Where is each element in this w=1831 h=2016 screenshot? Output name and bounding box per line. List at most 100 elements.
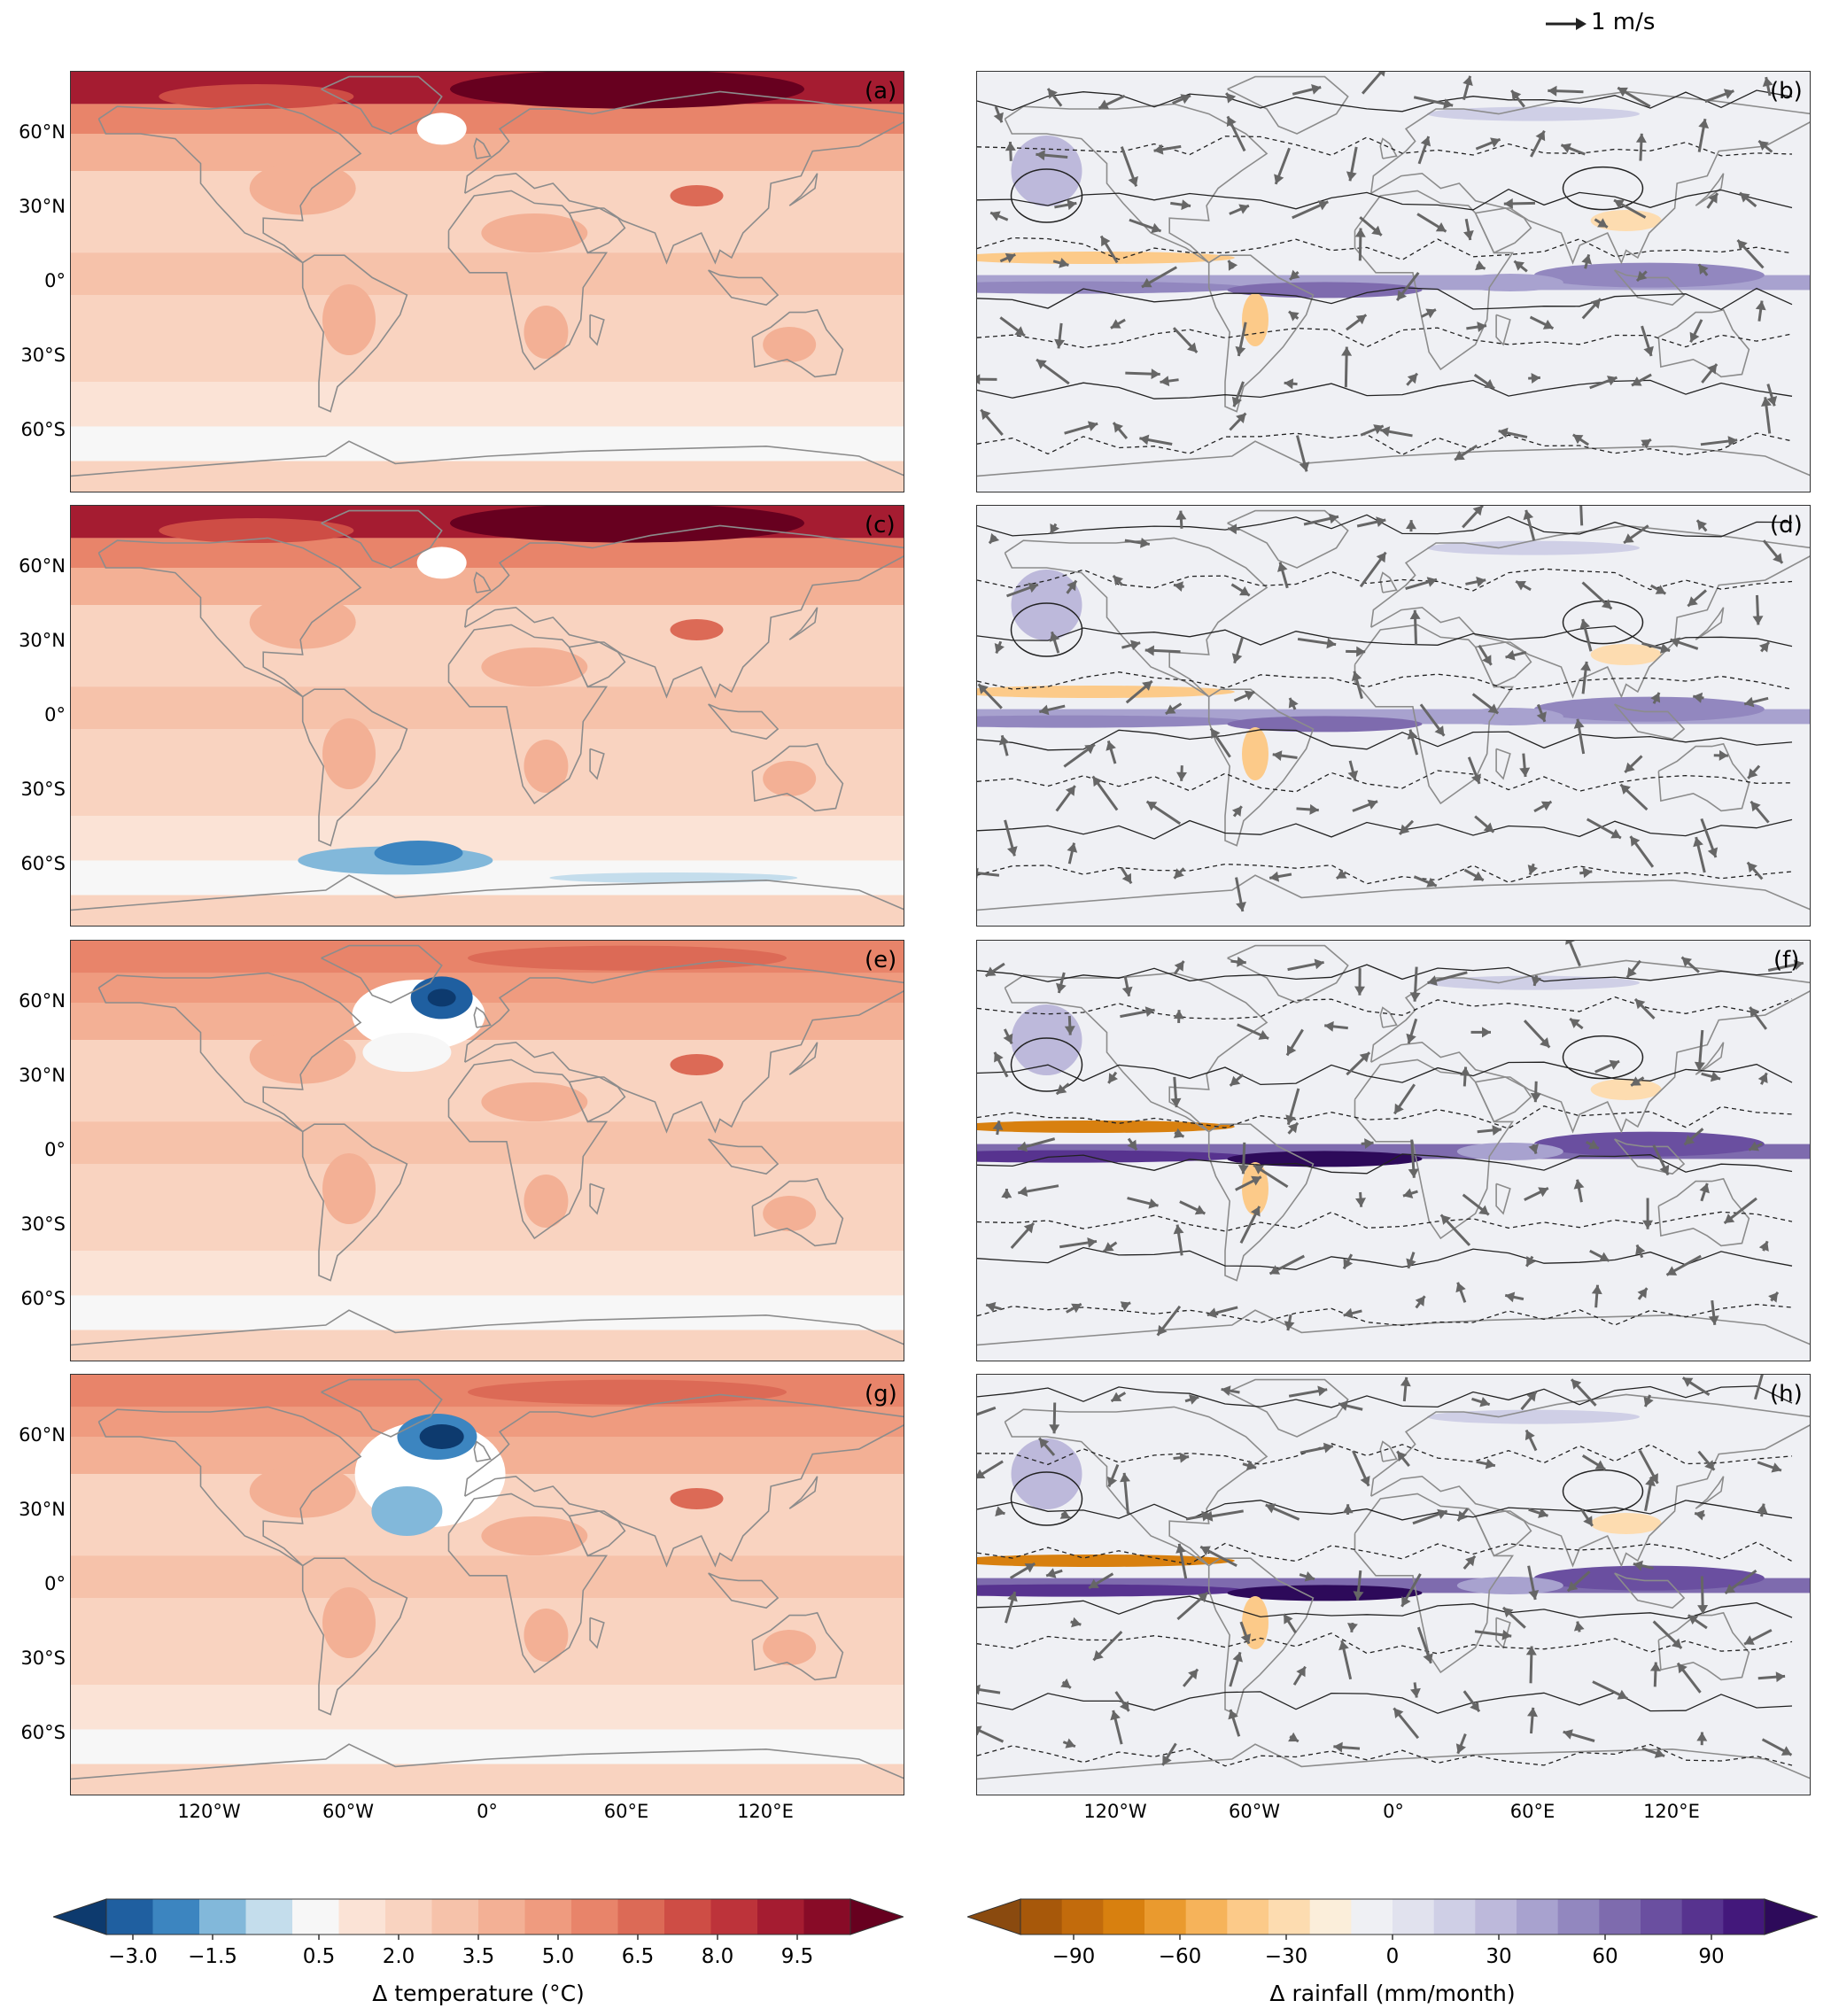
panel-rainfall-b [976, 71, 1811, 492]
wind-vector [1351, 671, 1363, 700]
contour-line [977, 432, 1793, 456]
wind-vector [1092, 1630, 1123, 1662]
contour-line [977, 327, 1793, 349]
panel-label-b: (b) [1770, 78, 1803, 105]
wind-vector [1743, 1628, 1773, 1646]
wind-vector [1269, 871, 1292, 882]
wind-vector [1393, 1707, 1420, 1740]
contour-line [977, 1385, 1793, 1408]
wind-vector [1586, 1139, 1600, 1150]
wind-vector [1144, 645, 1181, 656]
south-america-drying [1242, 293, 1269, 346]
panel-label-e: (e) [865, 947, 897, 973]
wind-vector [1062, 1738, 1076, 1748]
wind-vector [1689, 319, 1703, 343]
contour-line [977, 729, 1793, 751]
wind-vector [1413, 96, 1454, 109]
wind-vector [1439, 1213, 1471, 1246]
itcz-wetting [977, 1584, 1247, 1597]
wind-vector [1758, 641, 1771, 653]
colorbar-rainfall [967, 1898, 1818, 1940]
wind-vector [1361, 1138, 1374, 1149]
wind-vector [1463, 868, 1485, 882]
wind-vector [1474, 815, 1495, 834]
colorbar-tick-label: 0 [1385, 1945, 1400, 1968]
wind-vector [1580, 1508, 1594, 1527]
coastline-africa [1354, 624, 1514, 805]
wind-vector [1227, 260, 1238, 271]
wind-vector [1700, 436, 1738, 446]
wind-vector [1462, 75, 1473, 100]
wind-vector [1706, 192, 1719, 209]
wind-vector [1206, 1306, 1238, 1318]
wind-vector [1697, 1576, 1709, 1615]
wind-vector [1060, 1678, 1072, 1689]
wind-vector [999, 252, 1016, 263]
coastline-africa [447, 1493, 608, 1674]
south-america-drying [1242, 727, 1269, 780]
contour-line [977, 1500, 1793, 1521]
north-pacific-wetting [1011, 136, 1082, 206]
wind-vector [1209, 727, 1231, 758]
colorbar-segment [1185, 1899, 1228, 1935]
wind-vector [1525, 1646, 1537, 1684]
wind-vector [1227, 523, 1240, 535]
coastline-japan [1695, 173, 1725, 206]
atlantic-wetting [1227, 716, 1423, 733]
wind-vector [1393, 1083, 1416, 1115]
coastline-uk [473, 571, 492, 593]
coastline-australia [751, 742, 844, 812]
wind-vector [1282, 1613, 1297, 1634]
wind-vector [1405, 577, 1438, 591]
wind-vector [1623, 524, 1649, 545]
wind-vector [1292, 84, 1322, 96]
wind-vector [1398, 819, 1415, 835]
wind-vector [1739, 191, 1757, 208]
wind-vector [1416, 1626, 1433, 1664]
contour-line [977, 236, 1793, 261]
wind-vector [1701, 363, 1719, 384]
coastline-africa [1354, 190, 1514, 371]
wind-vector [1624, 755, 1643, 774]
colorbar-segment [664, 1899, 711, 1935]
wind-vector [1010, 1221, 1036, 1249]
wind-vector [1695, 519, 1708, 532]
colorbar-segment [617, 1899, 665, 1935]
contour-line [977, 818, 1793, 840]
contour-line [977, 1303, 1793, 1327]
colorbar-segment [1309, 1899, 1352, 1935]
wind-vector [1173, 1224, 1184, 1256]
wind-vector [1581, 254, 1592, 269]
wind-vector [1746, 861, 1764, 880]
wind-vector [1229, 204, 1250, 215]
wind-vector [1747, 764, 1761, 779]
latitude-label: 30°S [20, 345, 66, 366]
wind-vector [1285, 1088, 1300, 1126]
wind-vector [1289, 269, 1300, 281]
tropical-drying [977, 252, 1235, 264]
wind-vector [1701, 1071, 1721, 1082]
wind-vector [1683, 1128, 1704, 1146]
wind-vector [1523, 1020, 1551, 1049]
coastline-north-america [97, 1406, 362, 1567]
contour-loop [1562, 1035, 1644, 1080]
wind-vector [1413, 875, 1438, 888]
tropical-drying [977, 1120, 1235, 1133]
colorbar-tick-label: −1.5 [188, 1945, 237, 1968]
coastline-australia [1657, 1177, 1750, 1247]
canada-warming [159, 84, 354, 109]
colorbar-tick-label: 90 [1698, 1945, 1725, 1968]
contour-line [977, 1246, 1793, 1270]
contour-line [977, 379, 1793, 399]
panel-rainfall-f [976, 940, 1811, 1361]
wind-vector [1633, 997, 1656, 1020]
wind-vector [1064, 421, 1098, 435]
wind-vector [1352, 799, 1378, 812]
wind-vector [1045, 1568, 1063, 1578]
tibet-warming [670, 1054, 724, 1075]
wind-vector [1346, 314, 1368, 331]
wind-vector [1478, 644, 1493, 666]
wind-vector [1064, 1015, 1075, 1035]
wind-vector [1476, 1458, 1496, 1469]
colorbar-segment [1269, 1899, 1311, 1935]
